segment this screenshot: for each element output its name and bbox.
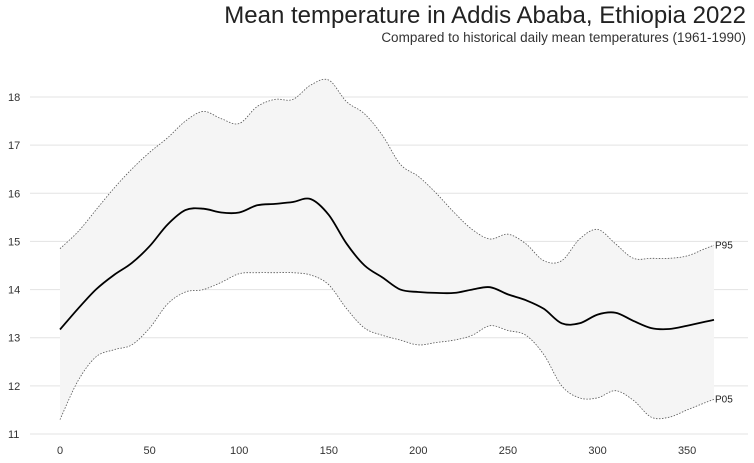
y-tick-label: 13	[8, 333, 20, 345]
line-layer	[59, 78, 715, 420]
y-tick-label: 15	[8, 236, 20, 248]
annotation-p05: P05	[715, 394, 733, 405]
label-layer: 11 12 13 14 15 16 17 18 0 50 100 150 200 250 300 350 P95…	[8, 92, 733, 457]
chart-subtitle: Compared to historical daily mean temper…	[381, 30, 746, 45]
y-tick-label: 18	[8, 92, 20, 104]
x-tick-label: 100	[230, 445, 248, 457]
x-tick-label: 350	[678, 445, 696, 457]
percentile-band	[60, 79, 714, 420]
y-tick-label: 16	[8, 188, 20, 200]
y-tick-label: 12	[8, 381, 20, 393]
y-tick-label: 11	[8, 429, 19, 441]
annotation-p95: P95	[715, 240, 733, 251]
y-tick-label: 14	[8, 285, 20, 297]
x-tick-label: 250	[499, 445, 517, 457]
x-tick-label: 150	[320, 445, 338, 457]
series-line-p95	[59, 78, 715, 264]
chart-title: Mean temperature in Addis Ababa, Ethiopi…	[224, 2, 746, 29]
y-tick-label: 17	[8, 140, 20, 152]
x-tick-label: 0	[57, 445, 63, 457]
x-tick-label: 300	[588, 445, 606, 457]
series-line-mean	[59, 197, 715, 331]
x-tick-label: 200	[409, 445, 427, 457]
x-tick-label: 50	[143, 445, 155, 457]
band-layer	[60, 79, 714, 420]
